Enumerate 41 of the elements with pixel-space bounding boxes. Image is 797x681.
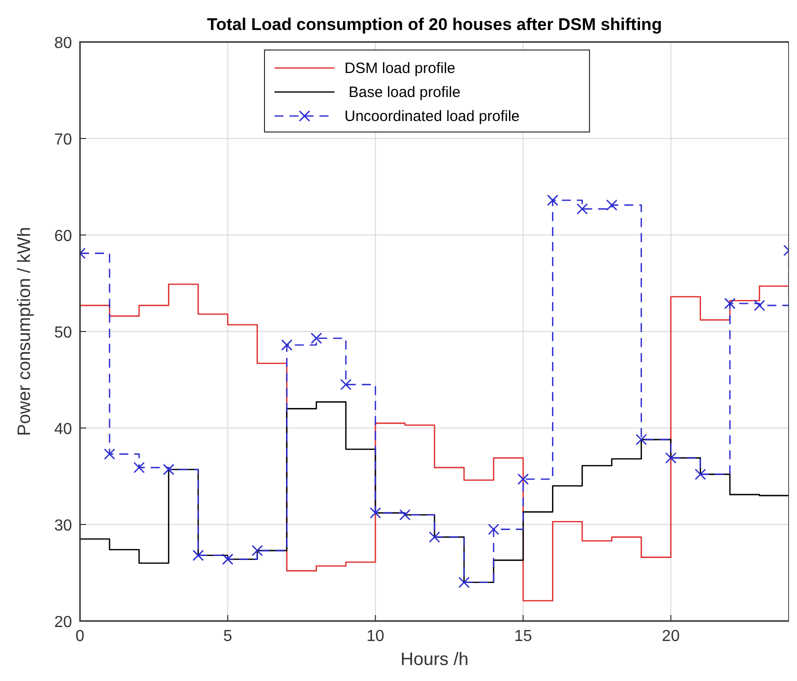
y-tick-label: 50 <box>54 324 72 342</box>
point <box>488 524 500 535</box>
point <box>428 531 440 543</box>
y-tick-label: 70 <box>54 132 72 148</box>
point <box>222 554 234 565</box>
y-tick-label: 80 <box>54 35 72 52</box>
y-tick-label: 20 <box>54 614 72 631</box>
x-tick-label: 20 <box>662 628 680 645</box>
point <box>636 434 647 446</box>
legend-label: DSM load profile <box>344 60 456 77</box>
y-tick-label: 40 <box>54 421 72 438</box>
x-axis-title: Hours /h <box>400 649 469 669</box>
x-tick-label: 0 <box>76 628 85 645</box>
point <box>665 452 676 464</box>
point <box>606 199 618 211</box>
point <box>399 509 411 520</box>
point <box>192 550 204 562</box>
point <box>576 203 588 215</box>
y-axis-title: Power consumption / kWh <box>14 226 34 436</box>
point <box>694 468 706 480</box>
point <box>133 462 145 474</box>
point <box>724 298 736 310</box>
point <box>517 473 529 485</box>
x-tick-label: 15 <box>514 628 532 645</box>
point <box>547 194 558 206</box>
y-tick-label: 30 <box>54 518 72 534</box>
chart-title: Total Load consumption of 20 houses after DSM shifting <box>207 15 662 34</box>
point <box>754 300 766 312</box>
point <box>310 332 322 344</box>
point <box>104 448 116 460</box>
x-tick-label: 10 <box>366 628 384 645</box>
y-tick-label: 60 <box>54 228 72 245</box>
legend-label: Uncoordinated load profile <box>344 108 520 125</box>
point <box>281 339 292 351</box>
point <box>458 576 470 588</box>
legend-label: Base load profile <box>344 84 460 101</box>
point <box>370 507 382 519</box>
x-tick-label: 5 <box>223 628 232 645</box>
point <box>252 544 263 556</box>
point <box>162 464 174 476</box>
point <box>340 378 352 390</box>
